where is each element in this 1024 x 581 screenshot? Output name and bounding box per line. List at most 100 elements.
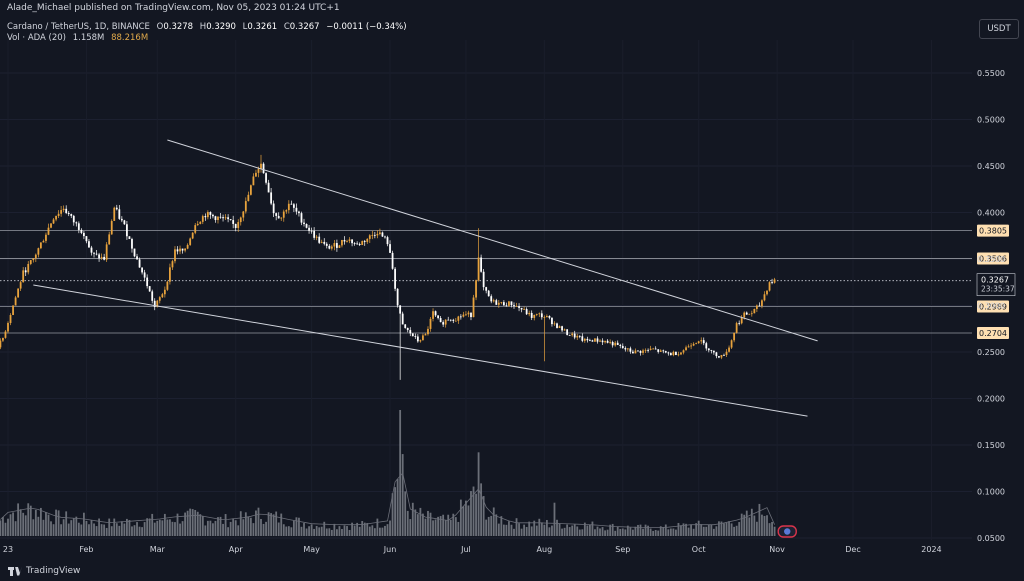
candle-up — [427, 328, 429, 335]
candle-down — [272, 203, 275, 214]
volume-bar — [351, 522, 353, 536]
candle-down — [336, 243, 338, 248]
candle-up — [571, 333, 574, 336]
candle-down — [328, 245, 331, 249]
candle-up — [687, 346, 690, 348]
volume-bar — [563, 527, 566, 536]
candle-up — [189, 238, 192, 245]
candle-down — [664, 351, 667, 353]
volume-bar — [247, 516, 250, 536]
candle-up — [419, 340, 422, 342]
price-tick-label: 0.1000 — [977, 488, 1005, 497]
price-tick-label: 0.0500 — [977, 534, 1005, 543]
candle-down — [611, 342, 614, 346]
candle-up — [535, 314, 538, 315]
volume-bar — [669, 528, 672, 536]
volume-bar — [265, 521, 267, 536]
candle-down — [406, 327, 409, 331]
volume-bar — [571, 525, 574, 536]
volume-bar — [470, 491, 472, 536]
volume-bar — [108, 518, 111, 536]
volume-bar — [697, 520, 700, 536]
volume-bar — [543, 524, 546, 536]
candle-down — [718, 356, 720, 358]
candle-up — [609, 342, 612, 343]
candle-up — [761, 300, 763, 307]
candle-up — [644, 349, 647, 351]
volume-bar — [485, 519, 488, 536]
volume-bar — [515, 518, 518, 536]
volume-bar — [740, 513, 743, 536]
volume-bar — [141, 527, 143, 536]
candle-up — [740, 317, 743, 324]
volume-bar — [465, 500, 467, 536]
candle-up — [42, 240, 45, 243]
volume-bar — [328, 528, 331, 536]
volume-bar — [285, 526, 288, 536]
time-tick-label: Nov — [769, 545, 785, 554]
time-tick-label: Jul — [460, 545, 471, 554]
candle-down — [591, 340, 594, 342]
candle-up — [773, 279, 776, 283]
level-label-bg — [977, 224, 1009, 237]
candle-up — [424, 334, 427, 336]
volume-bar — [295, 517, 298, 536]
volume-bar — [394, 487, 396, 536]
candle-up — [685, 347, 687, 351]
volume-bar — [707, 524, 710, 536]
candle-down — [298, 211, 300, 214]
price-tick-label: 0.1500 — [977, 441, 1005, 450]
volume-bar — [156, 520, 159, 536]
tradingview-brand[interactable]: TradingView — [8, 566, 80, 576]
volume-bar — [270, 513, 273, 536]
ohlc-open: O0.3278 — [153, 22, 193, 32]
volume-bar — [505, 524, 508, 536]
volume-bar — [4, 522, 7, 536]
volume-bar — [594, 529, 596, 536]
volume-bar — [492, 507, 495, 536]
candle-down — [325, 243, 328, 246]
candle-up — [545, 316, 548, 318]
candle-up — [174, 249, 176, 262]
candle-down — [356, 243, 359, 245]
volume-bar — [553, 502, 556, 536]
volume-bar — [32, 519, 35, 536]
volume-bar — [105, 527, 108, 536]
volume-bar — [52, 524, 55, 536]
candle-down — [351, 239, 353, 244]
volume-bar — [34, 509, 37, 536]
volume-bar — [566, 524, 569, 536]
candle-down — [176, 249, 179, 252]
trendlines-layer — [33, 139, 818, 417]
symbol-name[interactable]: Cardano / TetherUS, 1D, BINANCE — [7, 22, 150, 32]
volume-bar — [591, 521, 594, 536]
volume-bar — [581, 529, 584, 536]
candle-up — [730, 340, 733, 348]
volume-bar — [702, 526, 705, 536]
candle-down — [675, 351, 677, 355]
candle-up — [55, 215, 57, 220]
volume-bar — [320, 526, 323, 536]
volume-layer — [0, 410, 776, 536]
volume-indicator-name[interactable]: Vol · ADA (20) — [7, 33, 66, 43]
volume-bar — [616, 526, 619, 536]
candle-up — [379, 232, 381, 234]
volume-bar — [45, 512, 47, 536]
candle-up — [472, 297, 475, 318]
volume-bar — [257, 507, 260, 536]
candle-up — [614, 342, 617, 346]
volume-bar — [391, 493, 394, 536]
candle-down — [449, 319, 452, 321]
volume-bar — [75, 516, 78, 536]
volume-bar — [217, 517, 219, 536]
candle-down — [83, 232, 85, 237]
volume-bar — [356, 522, 359, 536]
candle-up — [634, 350, 637, 354]
candle-down — [386, 237, 389, 245]
currency-button[interactable]: USDT — [979, 19, 1019, 39]
candle-down — [411, 333, 414, 337]
candle-up — [523, 309, 526, 310]
candle-up — [237, 222, 240, 228]
candle-down — [738, 323, 741, 324]
